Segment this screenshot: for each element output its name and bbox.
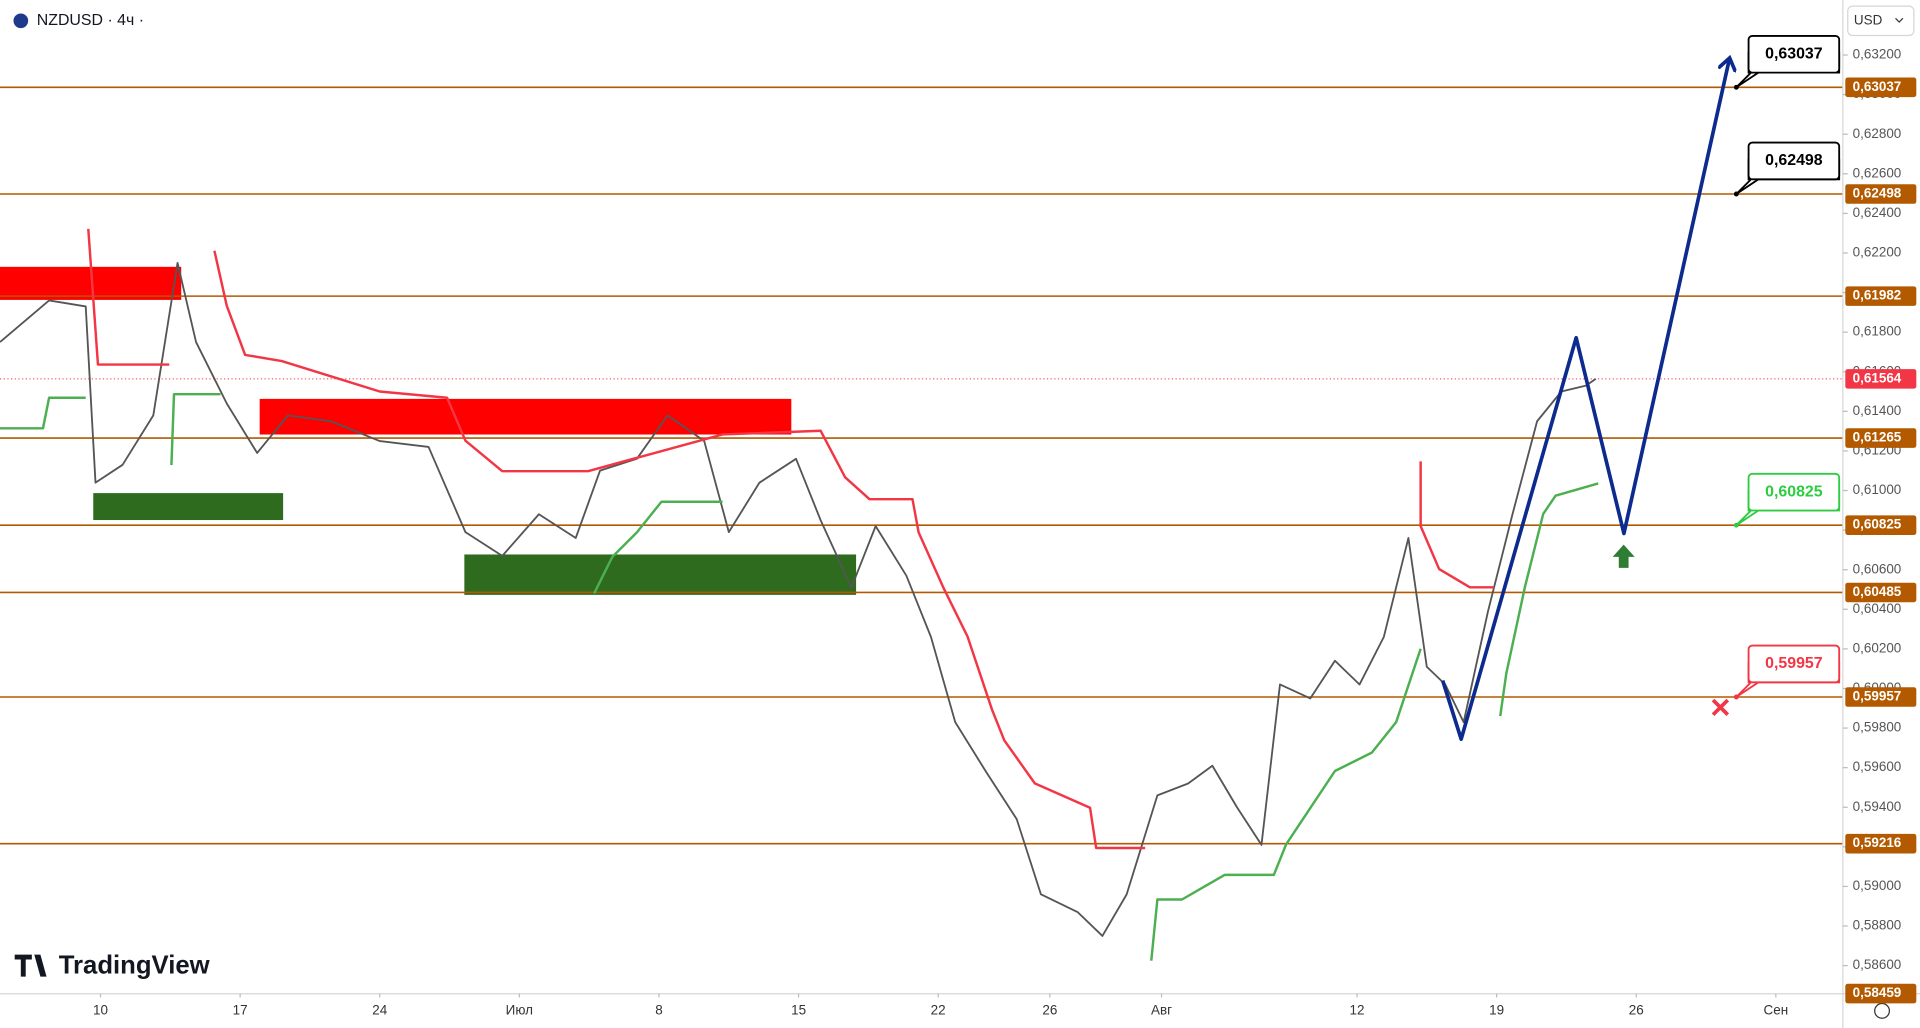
currency-button[interactable]: [1847, 5, 1915, 37]
x-tick-label: 15: [791, 1002, 806, 1017]
price-label-bg: [1845, 833, 1917, 854]
price-label-bg: [1845, 582, 1917, 603]
callout-label: 0,63037: [1765, 45, 1823, 62]
price-label: 0,61265: [1853, 430, 1902, 445]
callout-label: 0,62498: [1765, 152, 1823, 169]
symbol-title: NZDUSD · 4ч ·: [37, 12, 144, 29]
logo-icon: [14, 954, 47, 977]
series-line: [1440, 60, 1730, 742]
y-tick-label: 0,61400: [1853, 403, 1902, 418]
x-tick-label: 26: [1042, 1002, 1057, 1017]
price-label: 0,59216: [1853, 835, 1902, 850]
dropdown-icon[interactable]: [1895, 17, 1904, 23]
y-tick-label: 0,59000: [1853, 878, 1902, 893]
brand: TradingView: [59, 952, 211, 980]
y-tick-label: 0,62800: [1853, 126, 1902, 141]
price-label: 0,61564: [1853, 370, 1902, 385]
callout-label: 0,60825: [1765, 483, 1823, 500]
callout-frame: [1747, 472, 1841, 512]
price-label: 0,59957: [1853, 689, 1902, 704]
callout-label: 0,59957: [1765, 655, 1823, 672]
price-label-bg: [1845, 77, 1917, 98]
price-label-bg: [1845, 687, 1917, 707]
up-arrow-icon: [1612, 544, 1635, 568]
y-tick-label: 0,61000: [1853, 482, 1902, 497]
stop-icon: [1711, 698, 1730, 717]
y-tick-label: 0,59400: [1853, 799, 1902, 814]
x-tick-label: 12: [1350, 1002, 1365, 1017]
y-tick-label: 0,60200: [1853, 640, 1902, 655]
symbol-icon: [13, 13, 29, 29]
y-tick-label: 0,60600: [1853, 561, 1902, 576]
y-tick-label: 0,59800: [1853, 720, 1902, 735]
x-tick-label: Авг: [1151, 1002, 1172, 1017]
x-tick-label: 8: [655, 1002, 662, 1017]
y-tick-label: 0,60400: [1853, 601, 1902, 616]
y-tick-label: 0,58800: [1853, 918, 1902, 933]
x-tick-label: Сен: [1764, 1002, 1789, 1017]
y-tick-label: 0,61800: [1853, 324, 1902, 339]
price-label: 0,58459: [1853, 985, 1902, 1000]
x-tick-label: 19: [1489, 1002, 1504, 1017]
x-tick-label: 22: [931, 1002, 946, 1017]
series-line: [0, 261, 1597, 937]
callout-frame: [1747, 644, 1841, 684]
zone: [464, 554, 857, 595]
price-label-bg: [1845, 428, 1917, 448]
y-tick-label: 0,58600: [1853, 957, 1902, 972]
price-label: 0,61982: [1853, 288, 1902, 303]
zone: [93, 493, 284, 521]
currency[interactable]: USD: [1854, 12, 1883, 27]
settings-icon[interactable]: [1874, 1002, 1890, 1019]
x-tick-label: 24: [372, 1002, 387, 1017]
y-tick-label: 0,62200: [1853, 245, 1902, 260]
callout-frame: [1747, 34, 1841, 74]
x-tick-label: 17: [233, 1002, 248, 1017]
price-label: 0,60485: [1853, 584, 1902, 599]
price-label-bg: [1845, 983, 1917, 1004]
callout-frame: [1747, 141, 1841, 181]
price-label-bg: [1845, 184, 1917, 204]
price-label-bg: [1845, 369, 1917, 389]
zone: [259, 398, 792, 435]
y-tick-label: 0,59600: [1853, 759, 1902, 774]
series-line: [0, 392, 1599, 961]
price-label: 0,63037: [1853, 79, 1902, 94]
y-tick-label: 0,63200: [1853, 47, 1902, 62]
price-label: 0,60825: [1853, 517, 1902, 532]
series-line: [87, 228, 1495, 850]
price-label-bg: [1845, 286, 1917, 306]
y-tick-label: 0,62400: [1853, 205, 1902, 220]
y-tick-label: 0,62600: [1853, 165, 1902, 180]
x-tick-label: 26: [1629, 1002, 1644, 1017]
x-tick-label: Июл: [506, 1002, 533, 1017]
price-label: 0,62498: [1853, 186, 1902, 201]
x-tick-label: 10: [93, 1002, 108, 1017]
price-label-bg: [1845, 515, 1917, 535]
